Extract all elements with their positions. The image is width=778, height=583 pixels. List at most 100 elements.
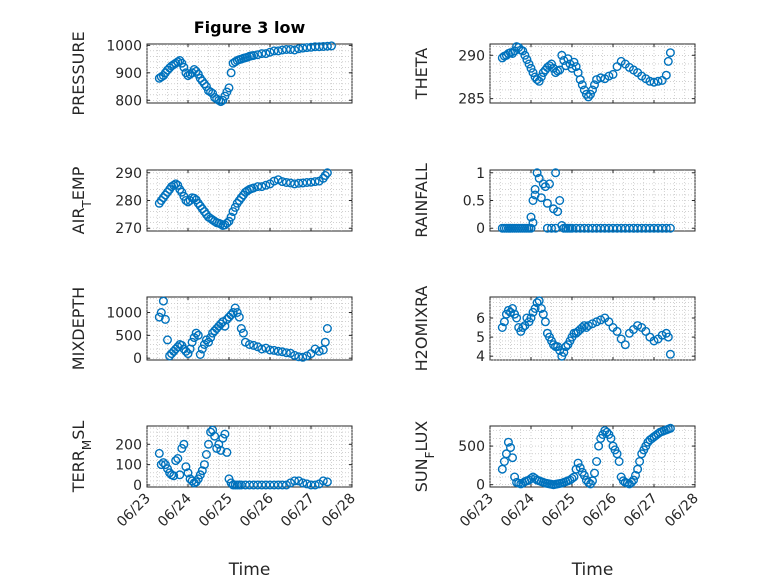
y-tick-label: 0 — [476, 221, 485, 237]
data-point — [249, 183, 259, 193]
data-point — [567, 63, 577, 73]
series-points — [497, 296, 675, 361]
data-point — [520, 50, 530, 60]
y-tick-label: 0 — [133, 478, 142, 494]
data-point — [542, 198, 552, 208]
data-point — [534, 76, 544, 86]
data-point — [327, 41, 337, 51]
x-tick-label: 06/26 — [237, 490, 277, 530]
data-point — [501, 449, 511, 459]
data-point — [154, 312, 164, 322]
y-tick-label: 800 — [115, 93, 142, 109]
data-point — [230, 303, 240, 313]
data-point — [540, 317, 550, 327]
data-point — [290, 350, 300, 360]
data-point — [197, 344, 207, 354]
data-point — [665, 349, 675, 359]
data-point — [257, 344, 267, 354]
data-point — [586, 89, 596, 99]
data-point — [290, 476, 300, 486]
data-point — [571, 62, 581, 72]
data-point — [173, 454, 183, 464]
data-point — [169, 180, 179, 190]
data-point — [592, 317, 602, 327]
data-point — [528, 218, 538, 228]
data-point — [277, 480, 287, 490]
data-point — [608, 69, 618, 79]
data-point — [226, 212, 236, 222]
data-point — [583, 92, 593, 102]
data-point — [657, 330, 667, 340]
data-point — [526, 63, 536, 73]
data-point — [649, 77, 659, 87]
data-point — [228, 308, 238, 318]
grid-lines — [489, 170, 696, 231]
data-point — [596, 73, 606, 83]
series-points — [154, 168, 332, 230]
data-point — [298, 478, 308, 488]
y-tick-label: 6 — [476, 311, 485, 327]
data-point — [290, 45, 300, 55]
series-points — [154, 425, 332, 490]
data-point — [222, 447, 232, 457]
data-point — [273, 46, 283, 56]
data-point — [665, 48, 675, 58]
data-point — [569, 472, 579, 482]
data-point — [555, 65, 565, 75]
data-point — [206, 333, 216, 343]
data-point — [314, 346, 324, 356]
data-point — [663, 332, 673, 342]
data-point — [583, 321, 593, 331]
data-point — [156, 460, 166, 470]
data-point — [573, 458, 583, 468]
data-point — [224, 83, 234, 93]
data-point — [187, 337, 197, 347]
data-point — [592, 457, 602, 467]
data-point — [322, 477, 332, 487]
x-tick-label: 06/28 — [319, 491, 359, 531]
x-axis-label: Time — [228, 560, 271, 580]
data-point — [236, 324, 246, 334]
data-point — [649, 336, 659, 346]
x-tick-label: 06/23 — [114, 491, 154, 531]
x-tick-label: 06/28 — [662, 491, 702, 531]
y-tick-label: 200 — [115, 437, 142, 453]
data-point — [191, 328, 201, 338]
series-points — [497, 168, 675, 233]
y-axis-label: PRESSURE — [69, 31, 88, 115]
data-point — [281, 177, 291, 187]
data-point — [187, 476, 197, 486]
y-tick-label: 290 — [458, 48, 485, 64]
subplot-h2omixra: 4 5 6 H2OMIXRA — [412, 286, 696, 371]
data-point — [171, 456, 181, 466]
data-point — [577, 80, 587, 90]
data-point — [162, 335, 172, 345]
data-point — [201, 81, 211, 91]
data-point — [214, 95, 224, 105]
x-tick-label: 06/24 — [155, 490, 195, 530]
y-tick-label: 0 — [133, 351, 142, 367]
data-point — [579, 321, 589, 331]
data-point — [508, 49, 518, 59]
data-point — [536, 72, 546, 82]
data-point — [273, 346, 283, 356]
subplot-mixdepth: 0 500 1000 MIXDEPTH — [69, 287, 353, 370]
data-point — [604, 317, 614, 327]
data-point — [226, 310, 236, 320]
data-point — [545, 179, 555, 189]
y-tick-label: 270 — [115, 221, 142, 237]
data-point — [547, 223, 557, 233]
y-axis-label: MIXDEPTH — [69, 287, 88, 370]
x-tick-label: 06/24 — [498, 490, 538, 530]
data-point — [310, 480, 320, 490]
data-point — [169, 471, 179, 481]
data-point — [549, 340, 559, 350]
data-point — [629, 475, 639, 485]
y-axis-label: THETA — [412, 48, 431, 100]
y-tick-label: 5 — [476, 330, 485, 346]
data-point — [226, 68, 236, 78]
data-point — [551, 168, 561, 178]
data-point — [156, 308, 166, 318]
data-point — [175, 56, 185, 66]
data-point — [596, 315, 606, 325]
